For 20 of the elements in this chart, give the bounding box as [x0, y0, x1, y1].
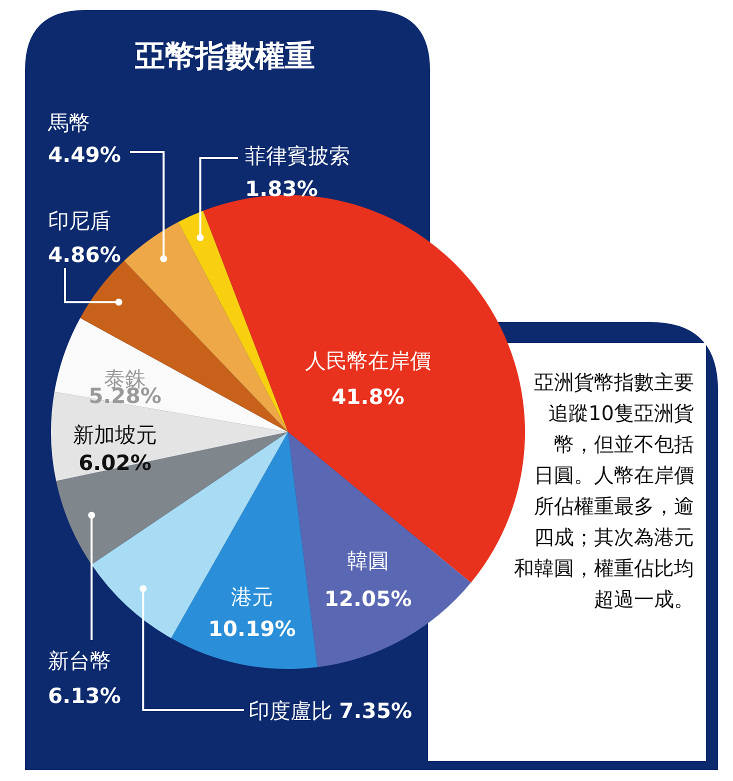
slice-label: 馬幣	[47, 111, 90, 135]
data-label: 6.13%	[48, 684, 121, 708]
slice-label: 印度盧比	[248, 699, 340, 723]
slice-label: 印尼盾	[48, 209, 111, 233]
slice-label: 新台幣	[48, 649, 111, 673]
data-label: 10.19%	[208, 617, 296, 641]
slice-label: 韓圓	[347, 549, 389, 573]
data-label: 4.49%	[48, 143, 121, 167]
text: 亞洲貨幣指數主要追蹤10隻亞洲貨幣，但並不包括日圓。人幣在岸價所佔權重最多，逾四成；其次為港元和韓圓，權重佔比均超過一成。	[513, 369, 694, 613]
slice-label: 人民幣在岸價	[305, 349, 431, 373]
data-label: 7.35%	[339, 699, 412, 723]
slice-label: 新加坡元	[73, 423, 157, 447]
data-label: 1.83%	[245, 177, 318, 201]
slice-label: 菲律賓披索	[245, 144, 350, 168]
slice-label: 港元	[231, 585, 273, 609]
data-label: 6.02%	[78, 451, 152, 475]
chart-title: 亞幣指數權重	[134, 39, 315, 74]
data-label: 12.05%	[324, 587, 412, 611]
data-label: 4.86%	[48, 243, 121, 267]
data-label: 41.8%	[332, 385, 404, 409]
